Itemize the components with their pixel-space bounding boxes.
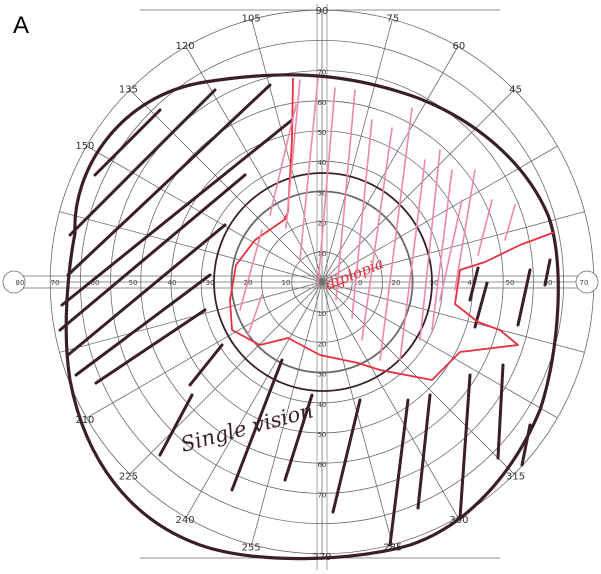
angle-label: 225 [119,472,138,483]
diplopia-outline [229,77,556,381]
radial-label-upper: 30 [318,189,327,197]
inner-circle-ink [213,172,433,392]
angle-label: 75 [386,14,399,25]
single-vision-hatching [58,83,552,547]
grid-spoke [321,281,558,419]
angle-label: 120 [176,41,195,52]
radial-label-lower: 30 [318,371,327,379]
angle-label: 150 [75,141,94,152]
horizontal-label: 10 [282,279,291,287]
grid-spoke [321,281,585,353]
outer-boundary-curve [64,73,560,561]
angle-label: 90 [316,6,329,17]
grid-spoke [321,211,585,283]
grid-spoke [321,46,459,283]
grid-spoke [129,281,323,475]
radial-label-upper: 10 [318,250,327,258]
single-vision-boundary [64,73,560,561]
angle-label: 105 [242,14,261,25]
grid-spoke [251,281,323,545]
angle-label: 60 [453,41,466,52]
radial-label-upper: 60 [318,99,327,107]
radial-label-lower: 10 [318,310,327,318]
right-tab [575,270,599,294]
angle-label: 45 [509,84,522,95]
horizontal-label: 20 [392,279,401,287]
horizontal-label: 10 [354,279,363,287]
grid-spoke [59,281,323,353]
horizontal-label: 70 [51,279,60,287]
radial-label-upper: 50 [318,129,327,137]
horizontal-label: 30 [430,279,439,287]
grid-spoke [321,89,515,283]
angle-label: 210 [75,415,94,426]
horizontal-label: 50 [506,279,515,287]
angle-label: 255 [242,542,261,553]
radial-label-lower: 40 [318,401,327,409]
grid-spoke [251,19,323,283]
angle-label: 135 [119,84,138,95]
radial-label-lower: 20 [318,340,327,348]
grid-spoke [86,281,323,419]
radial-label-upper: 40 [318,159,327,167]
grid-spoke [129,89,323,283]
grid-spoke [86,145,323,283]
radial-label-upper: 70 [318,69,327,77]
horizontal-label: 60 [544,279,553,287]
radial-label-upper: 20 [318,220,327,228]
left-tab [2,270,26,294]
radial-label-lower: 60 [318,461,327,469]
radial-label-lower: 70 [318,491,327,499]
horizontal-label: 50 [129,279,138,287]
grid-spoke [321,281,459,518]
horizontal-label: 40 [168,279,177,287]
horizontal-label: 60 [91,279,100,287]
diplopia-hatching [239,77,516,361]
horizontal-label: 40 [468,279,477,287]
grid-spoke [321,19,393,283]
angle-label: 315 [506,472,525,483]
horizontal-label: 70 [580,279,589,287]
horizontal-label: 80 [16,279,25,287]
grid-spoke [185,46,323,283]
horizontal-label: 30 [206,279,215,287]
radial-label-lower: 50 [318,431,327,439]
panel-label: A [13,12,29,39]
grid-spoke [59,211,323,283]
angle-label: 240 [176,515,195,526]
polar-grid [2,4,599,570]
grid-spoke [185,281,323,518]
